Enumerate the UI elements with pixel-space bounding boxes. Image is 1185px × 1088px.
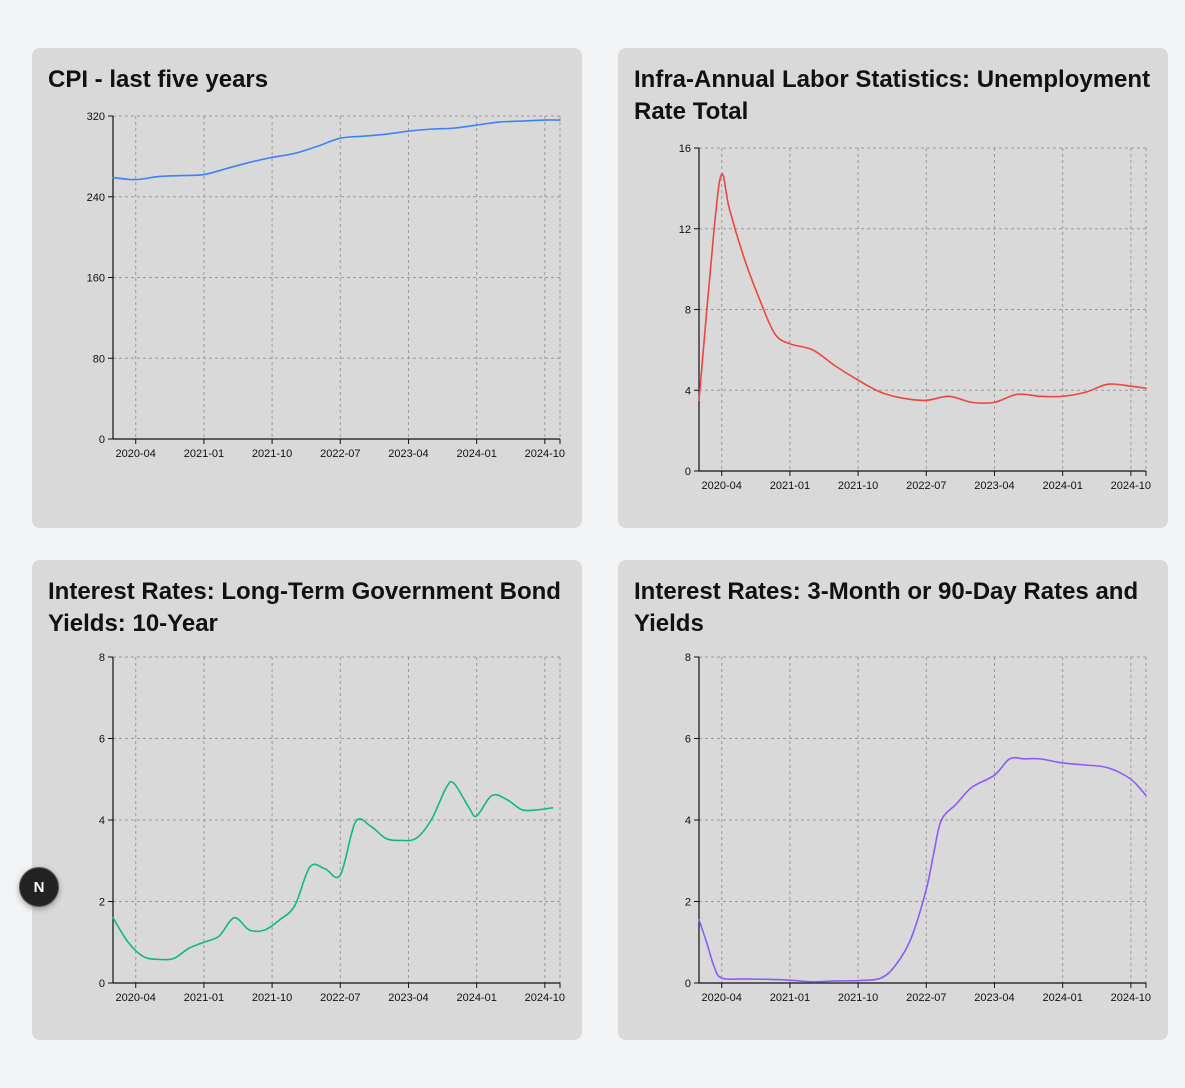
x-tick-label: 2024-01 (1042, 992, 1082, 1004)
x-tick-label: 2021-01 (770, 992, 810, 1004)
y-tick-label: 16 (679, 143, 691, 155)
x-tick-label: 2024-01 (456, 992, 496, 1004)
y-tick-label: 8 (685, 652, 691, 664)
x-tick-label: 2021-10 (838, 480, 878, 492)
x-tick-label: 2022-07 (320, 992, 360, 1004)
x-tick-label: 2024-01 (456, 448, 496, 460)
x-tick-label: 2020-04 (702, 480, 742, 492)
y-tick-label: 320 (87, 111, 105, 123)
x-tick-label: 2022-07 (906, 992, 946, 1004)
cpi-chart: 0 80 160 240 320 2020-04 2021-01 2021-10 2022-07… (87, 111, 565, 460)
series-line (112, 119, 561, 181)
y-tick-label: 80 (93, 353, 105, 365)
y-tick-label: 6 (99, 734, 105, 746)
y-tick-label: 6 (685, 734, 691, 746)
x-tick-label: 2020-04 (116, 448, 156, 460)
n-logo-icon: N (33, 878, 45, 896)
y-tick-label: 4 (99, 815, 105, 827)
chart-title: Interest Rates: 3-Month or 90-Day Rates … (634, 578, 1139, 637)
x-tick-label: 2024-10 (525, 448, 565, 460)
unemployment-chart: 0 4 8 12 16 2020-04 2021-01 2021-10 2022-07 2023-… (679, 143, 1151, 492)
chart-title: CPI - last five years (48, 66, 269, 93)
x-tick-label: 2023-04 (974, 480, 1014, 492)
y-tick-label: 8 (685, 305, 691, 317)
x-tick-label: 2024-10 (525, 992, 565, 1004)
series-line (698, 756, 1147, 983)
x-tick-label: 2023-04 (388, 448, 428, 460)
chart-title: Infra-Annual Labor Statistics: Unemploym… (634, 66, 1151, 125)
x-tick-label: 2024-10 (1111, 992, 1151, 1004)
short-rate-chart: 0 2 4 6 8 2020-04 2021-01 2021-10 2022-07 2023-04… (685, 652, 1151, 1004)
series-line (698, 173, 1147, 405)
y-tick-label: 160 (87, 273, 105, 285)
short-rate-chart-card: Interest Rates: 3-Month or 90-Day Rates … (618, 560, 1168, 1040)
y-tick-label: 2 (685, 897, 691, 909)
y-tick-label: 12 (679, 224, 691, 236)
x-tick-label: 2020-04 (702, 992, 742, 1004)
x-tick-label: 2022-07 (320, 448, 360, 460)
x-tick-label: 2021-10 (252, 992, 292, 1004)
unemployment-chart-card: Infra-Annual Labor Statistics: Unemploym… (618, 48, 1168, 528)
y-tick-label: 4 (685, 385, 691, 397)
y-tick-label: 240 (87, 192, 105, 204)
bond-yield-chart: 0 2 4 6 8 2020-04 2021-01 2021-10 2022-07 2023-04… (99, 652, 565, 1004)
y-tick-label: 8 (99, 652, 105, 664)
y-tick-label: 2 (99, 897, 105, 909)
y-tick-label: 0 (99, 978, 105, 990)
x-tick-label: 2021-01 (770, 480, 810, 492)
series-line (112, 780, 554, 961)
y-tick-label: 0 (685, 978, 691, 990)
x-tick-label: 2024-10 (1111, 480, 1151, 492)
y-tick-label: 0 (685, 466, 691, 478)
n-logo-button[interactable]: N (19, 867, 59, 907)
x-tick-label: 2021-10 (838, 992, 878, 1004)
y-tick-label: 0 (99, 434, 105, 446)
x-tick-label: 2021-01 (184, 448, 224, 460)
x-tick-label: 2024-01 (1042, 480, 1082, 492)
x-tick-label: 2021-10 (252, 448, 292, 460)
cpi-chart-card: CPI - last five years 0 80 160 240 320 2020-0… (32, 48, 582, 528)
x-tick-label: 2023-04 (974, 992, 1014, 1004)
chart-title: Interest Rates: Long-Term Government Bon… (48, 578, 561, 637)
x-tick-label: 2021-01 (184, 992, 224, 1004)
bond-yield-chart-card: Interest Rates: Long-Term Government Bon… (32, 560, 582, 1040)
y-tick-label: 4 (685, 815, 691, 827)
x-tick-label: 2023-04 (388, 992, 428, 1004)
x-tick-label: 2022-07 (906, 480, 946, 492)
x-tick-label: 2020-04 (116, 992, 156, 1004)
